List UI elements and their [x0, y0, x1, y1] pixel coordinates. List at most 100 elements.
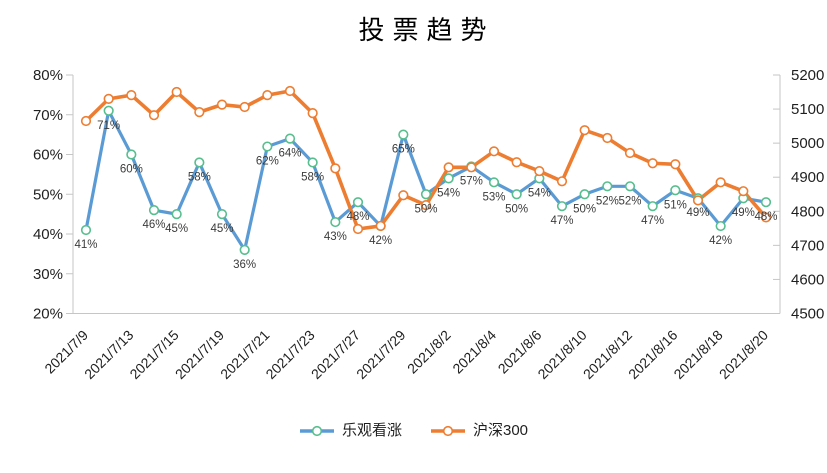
data-point-optimistic [556, 201, 568, 212]
data-label: 48% [346, 211, 369, 223]
data-label: 48% [754, 211, 777, 223]
data-label: 62% [256, 156, 279, 168]
data-point-csi300 [692, 195, 704, 206]
data-label: 49% [732, 207, 755, 219]
data-label: 53% [482, 191, 505, 203]
data-point-csi300 [715, 177, 726, 188]
data-label: 58% [188, 171, 211, 183]
data-label: 51% [664, 199, 687, 211]
data-label: 52% [618, 195, 641, 207]
data-point-optimistic [602, 181, 613, 192]
data-point-optimistic [511, 189, 522, 200]
right-axis-tick-label: 5200 [791, 67, 824, 84]
right-axis-tick-label: 5100 [791, 101, 824, 118]
x-axis-tick-label: 2021/7/29 [353, 327, 409, 383]
data-point-optimistic [624, 181, 636, 192]
data-point-csi300 [738, 186, 749, 197]
data-label: 41% [74, 239, 97, 251]
legend-item-csi300[interactable]: 沪深300 [430, 423, 528, 438]
data-label: 42% [709, 235, 732, 247]
data-label: 58% [301, 171, 324, 183]
data-point-csi300 [171, 86, 182, 98]
x-axis-tick-label: 2021/8/4 [449, 327, 499, 377]
data-point-optimistic [103, 105, 114, 116]
data-point-optimistic [307, 157, 318, 168]
data-label: 46% [142, 219, 165, 231]
data-point-optimistic [760, 197, 772, 208]
data-point-csi300 [602, 132, 613, 144]
data-point-csi300 [262, 90, 273, 101]
data-point-csi300 [760, 212, 772, 223]
data-point-csi300 [579, 125, 590, 136]
data-label: 65% [392, 144, 415, 156]
data-point-csi300 [488, 146, 500, 157]
data-point-csi300 [284, 85, 296, 97]
data-label: 64% [278, 148, 301, 160]
data-point-csi300 [194, 107, 205, 118]
data-label: 60% [120, 164, 143, 176]
data-label: 36% [233, 259, 256, 271]
data-point-csi300 [352, 223, 364, 235]
data-point-optimistic [284, 133, 296, 144]
legend-item-optimistic[interactable]: 乐观看涨 [299, 423, 402, 438]
data-point-optimistic [488, 177, 500, 188]
data-point-csi300 [466, 162, 477, 173]
data-label: 49% [686, 207, 709, 219]
data-point-csi300 [556, 176, 568, 187]
data-point-optimistic [443, 173, 454, 184]
data-point-csi300 [216, 99, 228, 110]
data-point-optimistic [126, 149, 137, 160]
left-axis-tick-label: 40% [33, 226, 63, 243]
data-point-csi300 [420, 200, 432, 211]
data-point-csi300 [80, 115, 92, 127]
data-point-optimistic [398, 129, 409, 140]
legend-marker-csi300 [430, 425, 465, 436]
data-label: 54% [437, 187, 460, 199]
data-point-csi300 [148, 110, 160, 121]
left-axis-tick-label: 80% [33, 67, 63, 84]
data-point-optimistic [579, 189, 590, 200]
data-label: 45% [210, 223, 233, 235]
data-label: 42% [369, 235, 392, 247]
data-point-optimistic [647, 201, 658, 212]
data-label: 47% [550, 215, 573, 227]
legend-label: 乐观看涨 [341, 422, 402, 439]
right-axis-tick-label: 4700 [791, 237, 824, 254]
data-point-csi300 [239, 101, 250, 113]
data-point-csi300 [126, 90, 137, 101]
right-axis-tick-label: 4900 [791, 169, 824, 186]
data-label: 50% [414, 203, 437, 215]
chart-title: 投票趋势 [358, 16, 495, 45]
data-point-optimistic [715, 220, 726, 232]
data-point-csi300 [534, 165, 545, 177]
left-axis-tick-label: 20% [33, 306, 63, 323]
data-point-optimistic [352, 197, 364, 208]
data-point-csi300 [330, 163, 341, 174]
right-axis-tick-label: 4500 [791, 306, 824, 323]
data-point-csi300 [511, 157, 522, 168]
data-point-csi300 [624, 147, 636, 159]
data-point-optimistic [148, 205, 160, 216]
data-label: 45% [165, 223, 188, 235]
right-axis-tick-label: 4600 [791, 271, 824, 288]
legend-label: 沪深300 [472, 422, 529, 439]
data-point-csi300 [103, 93, 114, 104]
left-axis-tick-label: 50% [33, 186, 63, 203]
x-axis-tick-label: 2021/8/20 [716, 327, 772, 383]
legend-circle [311, 425, 323, 436]
data-point-csi300 [670, 159, 681, 170]
data-point-optimistic [330, 216, 341, 228]
left-axis-tick-label: 30% [33, 266, 63, 283]
x-axis-tick-label: 2021/8/2 [404, 327, 454, 377]
right-axis-tick-label: 4800 [791, 203, 824, 220]
data-label: 50% [505, 203, 528, 215]
left-axis-tick-label: 70% [33, 107, 63, 124]
data-point-optimistic [216, 209, 228, 220]
right-axis-tick-label: 5000 [791, 135, 824, 152]
data-label: 54% [528, 187, 551, 199]
data-label: 52% [596, 195, 619, 207]
data-point-optimistic [80, 224, 92, 236]
left-axis-tick-label: 60% [33, 147, 63, 164]
